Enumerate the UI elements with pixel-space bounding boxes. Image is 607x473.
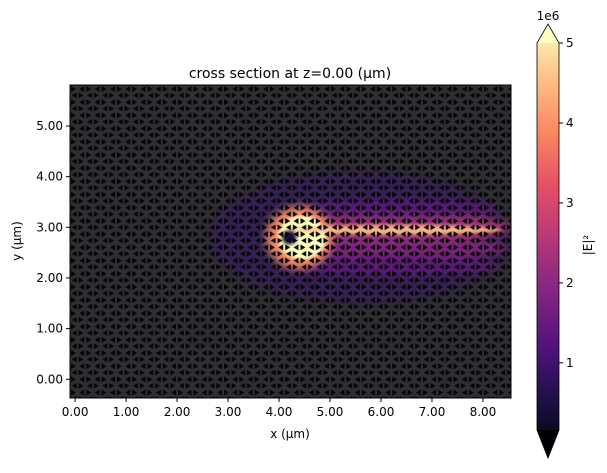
y-axis-label: y (µm)	[10, 221, 24, 261]
colorbar-tick-label: 1	[566, 356, 574, 370]
colorbar-extend-top	[537, 24, 559, 43]
colorbar-tick-label: 2	[566, 276, 574, 290]
x-tick-label: 7.00	[419, 405, 446, 419]
chart-title: cross section at z=0.00 (µm)	[189, 66, 391, 82]
colorbar-offset-text: 1e6	[537, 9, 560, 23]
y-tick-label: 5.00	[36, 119, 63, 133]
x-tick-label: 0.00	[62, 405, 89, 419]
colorbar-label: |E|²	[581, 235, 595, 256]
y-tick-label: 3.00	[36, 220, 63, 234]
x-tick-label: 5.00	[317, 405, 344, 419]
colorbar-tick-label: 5	[566, 36, 574, 50]
heatmap-area	[70, 85, 511, 398]
y-tick-label: 0.00	[36, 372, 63, 386]
colorbar-tick-label: 3	[566, 196, 574, 210]
y-tick-label: 1.00	[36, 322, 63, 336]
x-tick-label: 6.00	[368, 405, 395, 419]
y-tick-label: 2.00	[36, 271, 63, 285]
x-tick-label: 2.00	[164, 405, 191, 419]
x-tick-label: 8.00	[470, 405, 497, 419]
plot-frame	[69, 84, 512, 399]
colorbar-tick-label: 4	[566, 116, 574, 130]
y-tick-label: 4.00	[36, 170, 63, 184]
x-tick-label: 3.00	[215, 405, 242, 419]
lattice-holes	[70, 85, 511, 398]
colorbar-gradient	[537, 24, 559, 458]
x-axis-label: x (µm)	[270, 427, 310, 441]
colorbar-outline	[536, 23, 560, 460]
x-tick-label: 1.00	[113, 405, 140, 419]
colorbar-extend-bottom	[537, 430, 559, 458]
colorbar: 1 2 3 4 5 1e6 |E|²	[536, 9, 595, 460]
x-tick-label: 4.00	[266, 405, 293, 419]
